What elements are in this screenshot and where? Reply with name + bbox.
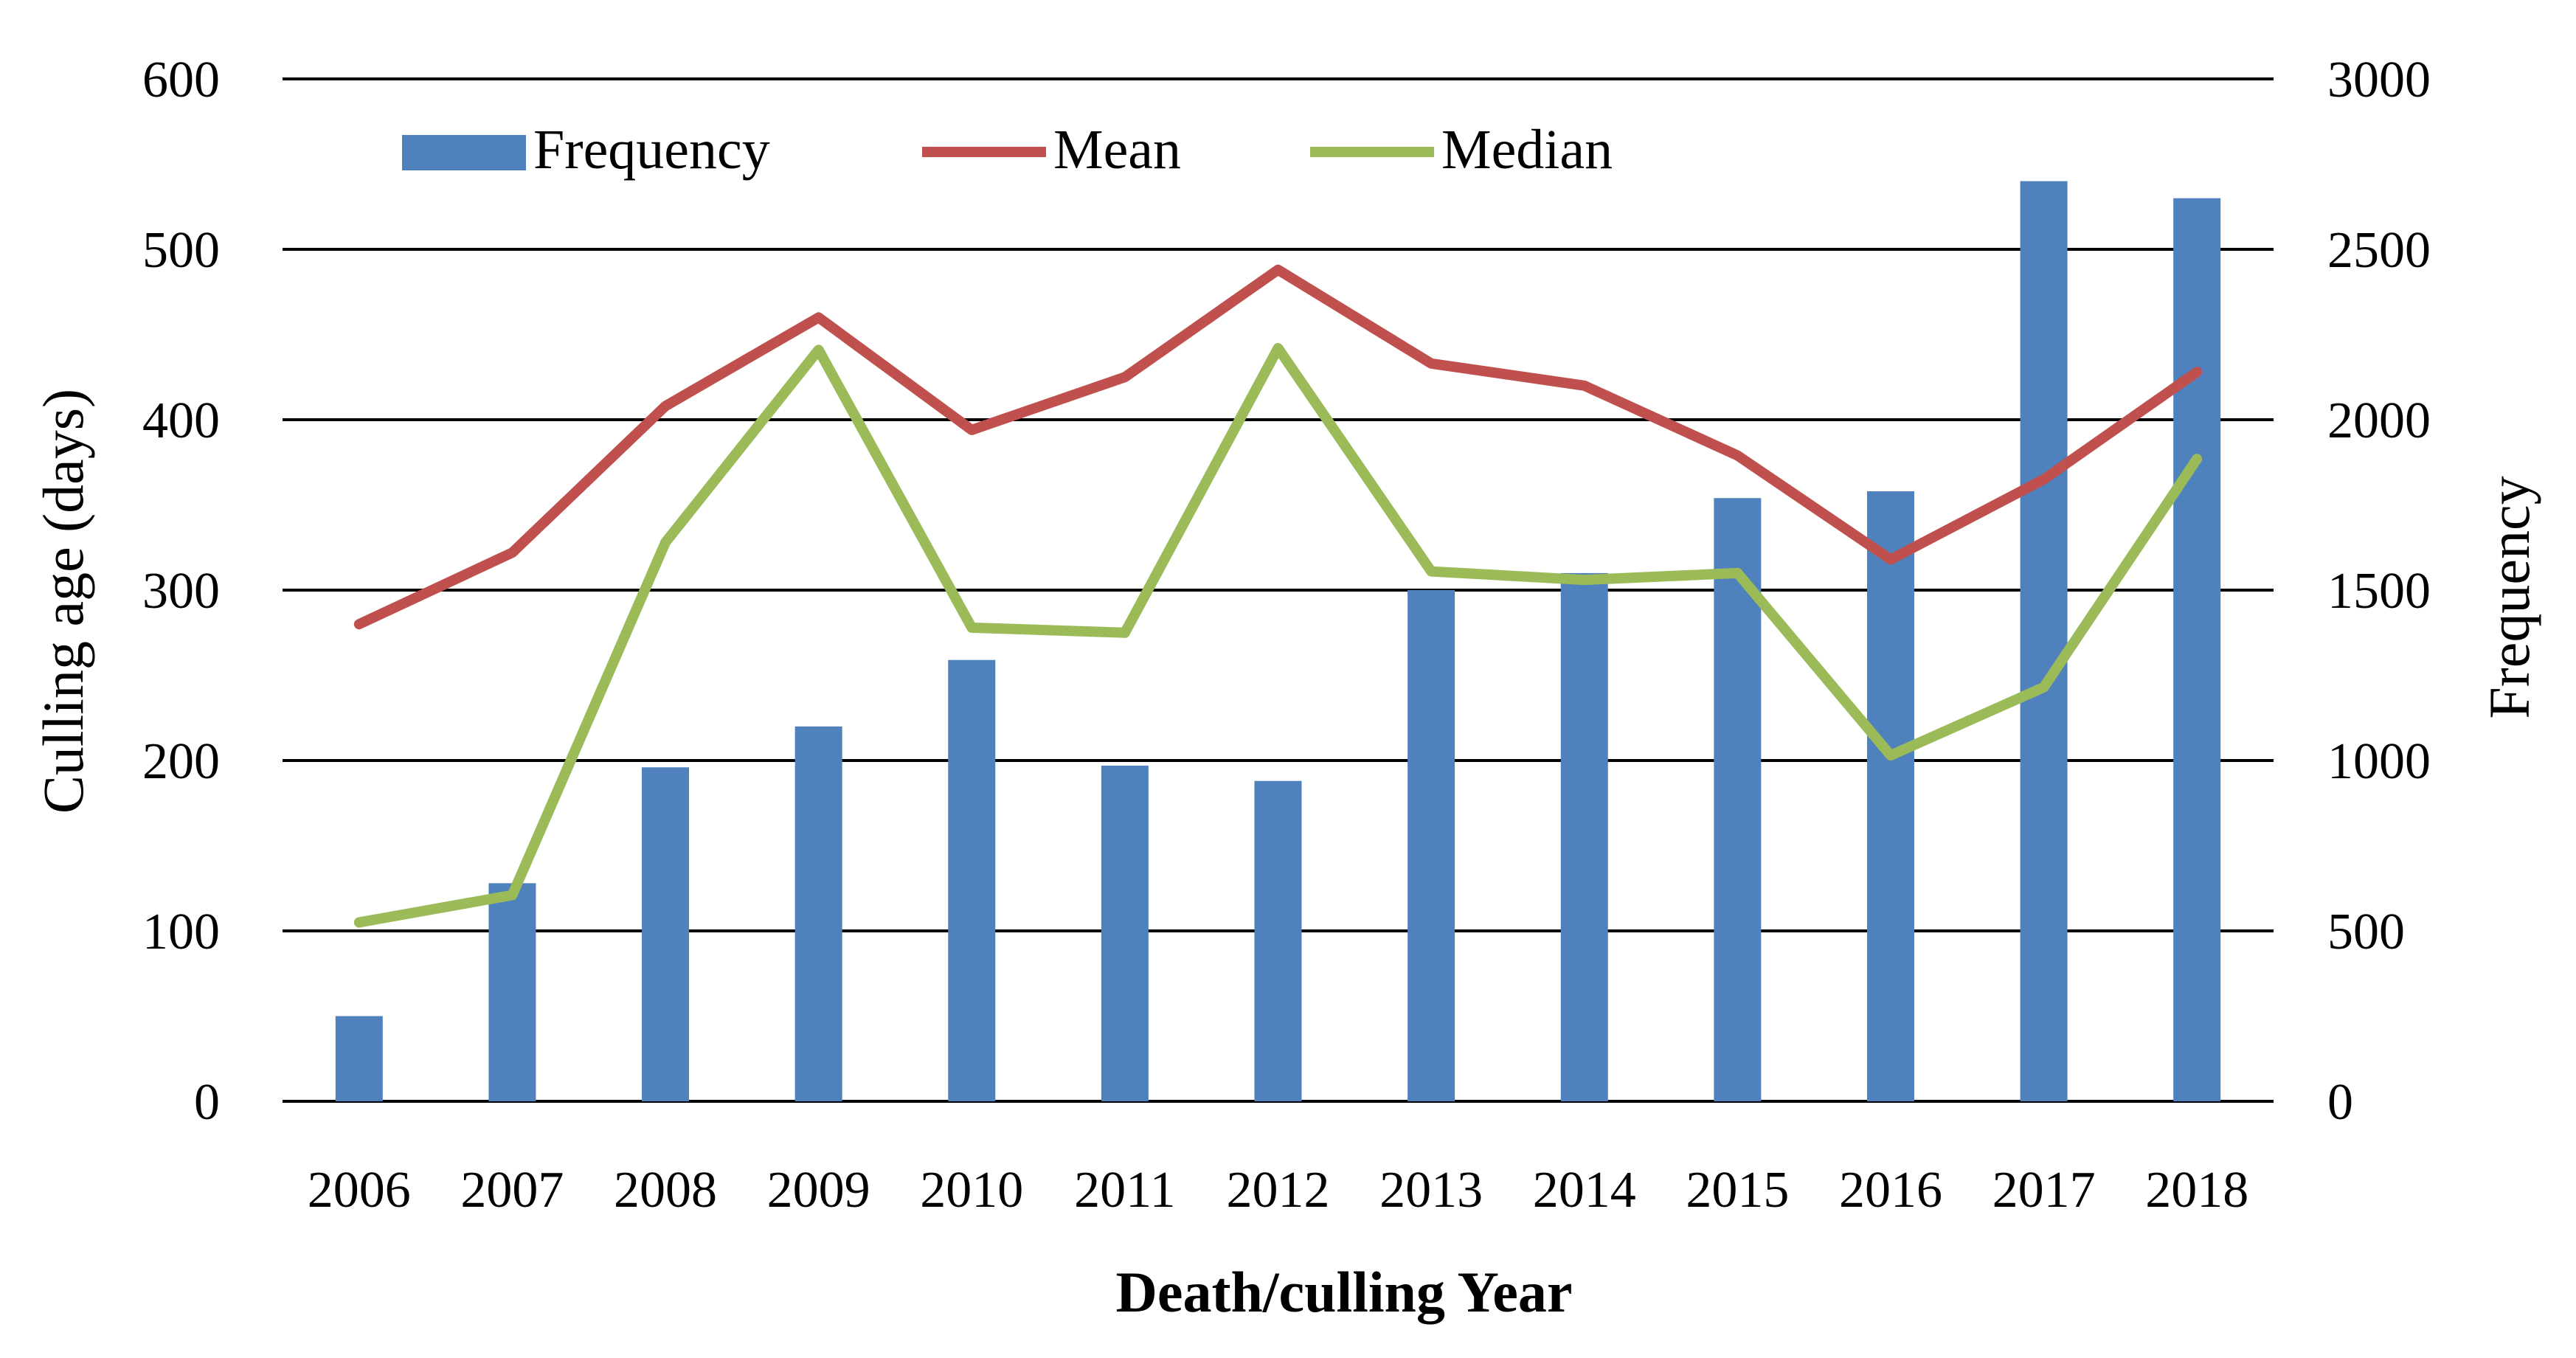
- bar-2011: [1101, 765, 1149, 1101]
- y-axis-title-left: Culling age (days): [31, 389, 95, 814]
- x-tick-2012: 2012: [1227, 1162, 1330, 1219]
- legend-label-mean: Mean: [1053, 119, 1181, 181]
- bar-2009: [794, 726, 842, 1101]
- bar-2016: [1866, 491, 1914, 1101]
- y-tick-left-600: 600: [142, 52, 220, 108]
- point-mean-2013: [1430, 363, 1432, 364]
- bar-2010: [948, 659, 996, 1101]
- point-median-2013: [1430, 571, 1432, 572]
- x-tick-2011: 2011: [1074, 1162, 1175, 1219]
- y-tick-left-500: 500: [142, 222, 220, 279]
- x-tick-2016: 2016: [1839, 1162, 1942, 1219]
- y-tick-right-500: 500: [2327, 904, 2405, 960]
- y-tick-left-400: 400: [142, 392, 220, 449]
- tick-labels: 0 100 200 300 400 500 600 0 500 1000 1500 2000 2500 3…: [142, 52, 2431, 1219]
- y-axis-title-right: Frequency: [2477, 476, 2541, 718]
- point-mean-2014: [1584, 385, 1585, 387]
- x-tick-2006: 2006: [308, 1162, 411, 1219]
- point-mean-2007: [511, 552, 513, 553]
- line-series: [353, 264, 2203, 928]
- x-tick-2008: 2008: [614, 1162, 717, 1219]
- y-tick-left-200: 200: [142, 733, 220, 790]
- bar-2007: [488, 883, 536, 1101]
- legend-label-frequency: Frequency: [533, 119, 770, 181]
- point-median-2014: [1584, 579, 1585, 581]
- bar-2006: [335, 1016, 383, 1101]
- legend-swatch-frequency: [402, 135, 526, 170]
- bar-2014: [1560, 572, 1608, 1101]
- x-tick-2018: 2018: [2145, 1162, 2248, 1219]
- y-tick-left-100: 100: [142, 904, 220, 960]
- y-tick-right-2500: 2500: [2327, 222, 2431, 279]
- x-tick-2013: 2013: [1379, 1162, 1483, 1219]
- y-tick-left-0: 0: [194, 1074, 220, 1131]
- x-axis-title: Death/culling Year: [1116, 1260, 1573, 1324]
- y-tick-right-2000: 2000: [2327, 392, 2431, 449]
- y-tick-left-300: 300: [142, 563, 220, 620]
- bar-2013: [1408, 590, 1455, 1101]
- line-mean: [353, 264, 2203, 630]
- point-mean-2016: [1890, 558, 1891, 560]
- y-tick-right-1500: 1500: [2327, 563, 2431, 620]
- point-mean-2018: [2196, 371, 2198, 373]
- x-tick-2014: 2014: [1533, 1162, 1636, 1219]
- point-mean-2015: [1737, 455, 1738, 457]
- point-median-2008: [665, 541, 666, 543]
- point-mean-2009: [818, 316, 820, 318]
- bar-2017: [2020, 181, 2068, 1102]
- x-tick-2015: 2015: [1686, 1162, 1789, 1219]
- point-median-2015: [1737, 572, 1738, 574]
- y-tick-right-0: 0: [2327, 1074, 2353, 1131]
- point-median-2016: [1890, 755, 1891, 756]
- point-median-2011: [1124, 632, 1126, 634]
- x-tick-2017: 2017: [1992, 1162, 2096, 1219]
- bar-2018: [2173, 198, 2221, 1102]
- legend: Frequency Mean Median: [402, 119, 1613, 181]
- bar-2012: [1254, 780, 1302, 1101]
- x-tick-2009: 2009: [767, 1162, 870, 1219]
- x-tick-2010: 2010: [920, 1162, 1023, 1219]
- bar-2008: [642, 767, 690, 1101]
- gridlines: [283, 77, 2274, 1103]
- frequency-bars: [335, 181, 2221, 1102]
- point-median-2018: [2196, 458, 2198, 460]
- x-tick-2007: 2007: [460, 1162, 564, 1219]
- y-tick-right-3000: 3000: [2327, 52, 2431, 108]
- point-mean-2011: [1124, 376, 1126, 378]
- y-tick-right-1000: 1000: [2327, 733, 2431, 790]
- legend-label-median: Median: [1441, 119, 1613, 181]
